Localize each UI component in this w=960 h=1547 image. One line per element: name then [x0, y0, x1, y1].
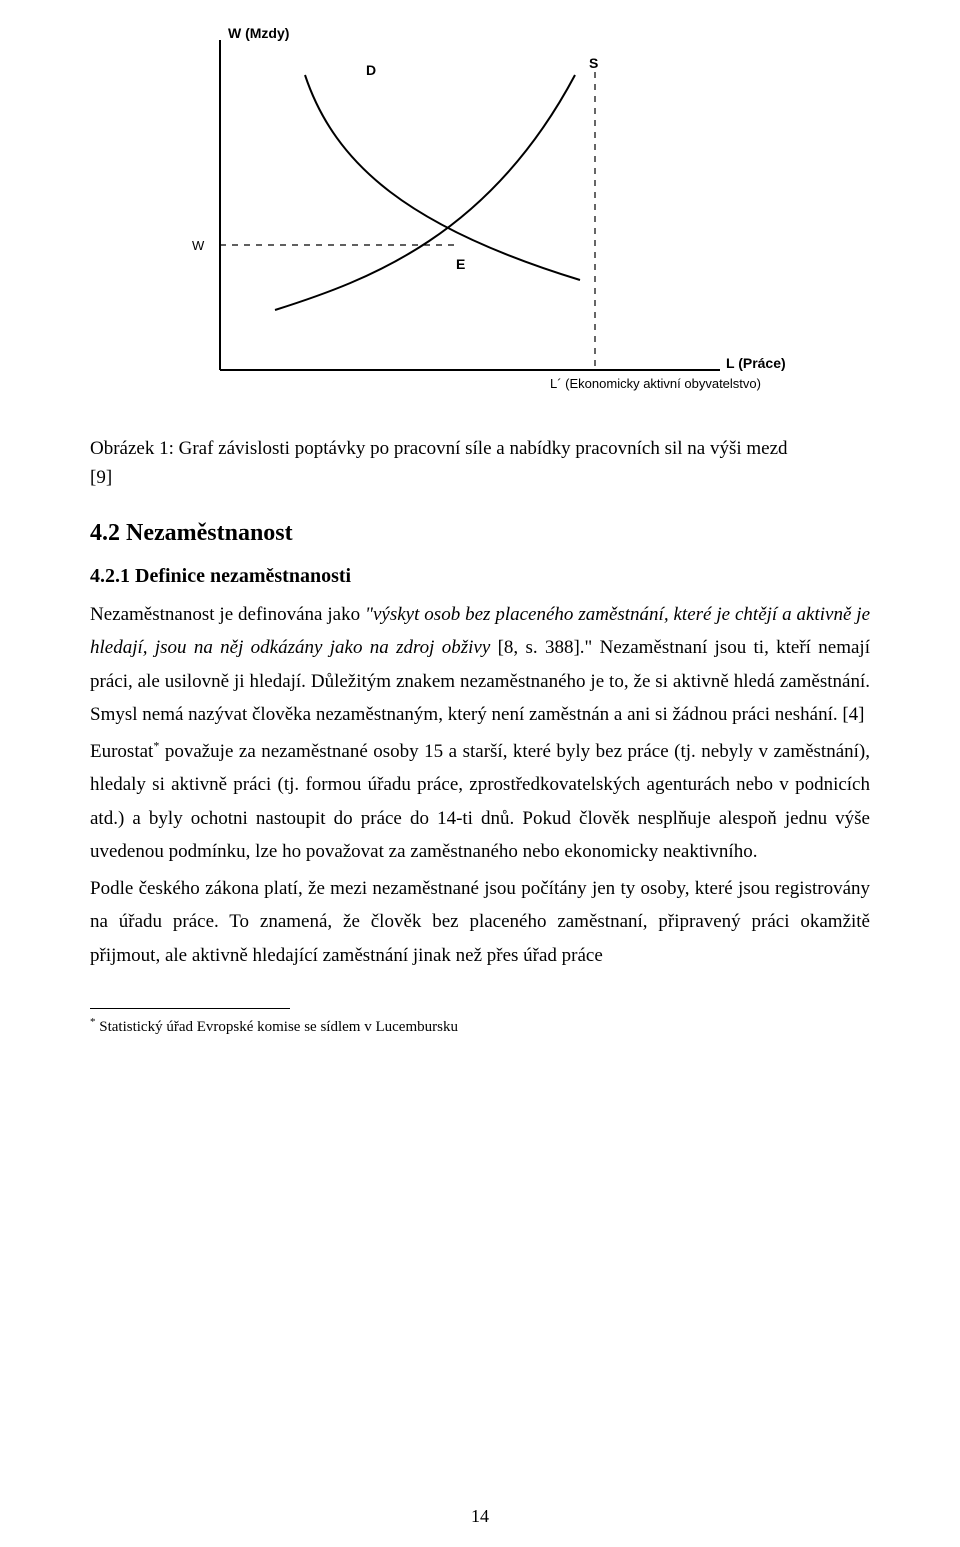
svg-text:W: W [192, 238, 205, 253]
section-heading: 4.2 Nezaměstnanost [90, 520, 870, 547]
svg-text:L (Práce): L (Práce) [726, 355, 786, 371]
svg-text:D: D [366, 62, 376, 78]
svg-text:S: S [589, 55, 598, 71]
page-number: 14 [0, 1506, 960, 1527]
svg-text:L´ (Ekonomicky aktivní obyvate: L´ (Ekonomicky aktivní obyvatelstvo) [550, 376, 761, 391]
footnote-text: Statistický úřad Evropské komise se sídl… [96, 1019, 458, 1035]
svg-text:E: E [456, 256, 465, 272]
supply-demand-chart: W (Mzdy) L (Práce) L´ (Ekonomicky aktivní … [110, 20, 790, 425]
paragraph-1: Nezaměstnanost je definována jako "výsky… [90, 598, 870, 731]
footnote-rule [90, 1008, 290, 1009]
figure-caption: Obrázek 1: Graf závislosti poptávky po p… [90, 435, 870, 492]
svg-text:W (Mzdy): W (Mzdy) [228, 25, 289, 41]
paragraph-3: Podle českého zákona platí, že mezi neza… [90, 872, 870, 972]
caption-text: Obrázek 1: Graf závislosti poptávky po p… [90, 438, 788, 459]
caption-cite: [9] [90, 467, 112, 488]
subsection-heading: 4.2.1 Definice nezaměstnanosti [90, 565, 870, 588]
footnote: * Statistický úřad Evropské komise se sí… [90, 1015, 870, 1038]
paragraph-2: Eurostat* považuje za nezaměstnané osoby… [90, 735, 870, 868]
para1-lead: Nezaměstnanost je definována jako [90, 604, 365, 625]
